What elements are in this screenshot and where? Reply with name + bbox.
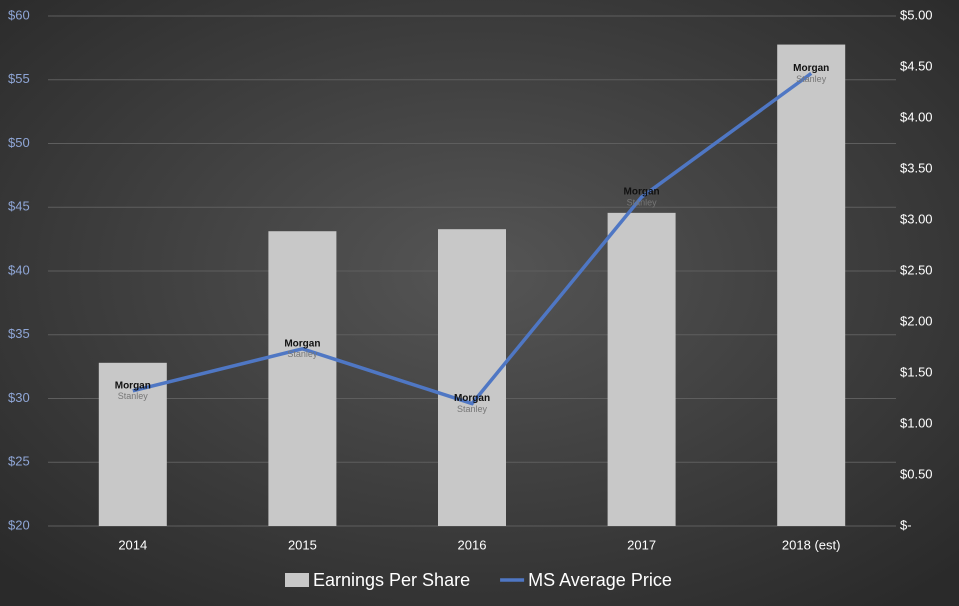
y2-tick-label: $2.50 bbox=[900, 262, 933, 277]
marker-label: Morgan bbox=[454, 393, 490, 404]
bar bbox=[438, 229, 506, 526]
legend-swatch bbox=[285, 573, 309, 587]
y2-tick-label: $4.50 bbox=[900, 58, 933, 73]
y2-tick-label: $0.50 bbox=[900, 466, 933, 481]
x-tick-label: 2014 bbox=[118, 537, 147, 552]
y2-tick-label: $2.00 bbox=[900, 313, 933, 328]
y2-tick-label: $4.00 bbox=[900, 109, 933, 124]
y-tick-label: $25 bbox=[8, 454, 30, 469]
y-tick-label: $60 bbox=[8, 7, 30, 22]
bar bbox=[268, 231, 337, 526]
y2-tick-label: $1.50 bbox=[900, 364, 933, 379]
y-tick-label: $35 bbox=[8, 326, 30, 341]
x-tick-label: 2018 (est) bbox=[782, 537, 841, 552]
x-tick-label: 2017 bbox=[627, 537, 656, 552]
y2-tick-label: $3.50 bbox=[900, 160, 933, 175]
marker-label: Stanley bbox=[457, 404, 488, 414]
marker-label: Stanley bbox=[627, 197, 658, 207]
y-tick-label: $40 bbox=[8, 262, 30, 277]
y2-tick-label: $3.00 bbox=[900, 211, 933, 226]
marker-label: Stanley bbox=[118, 391, 149, 401]
marker-label: Morgan bbox=[284, 338, 320, 349]
bar bbox=[777, 44, 846, 527]
y2-tick-label: $- bbox=[900, 517, 912, 532]
y-tick-label: $30 bbox=[8, 390, 30, 405]
y-tick-label: $20 bbox=[8, 517, 30, 532]
marker-label: Stanley bbox=[796, 74, 827, 84]
y-tick-label: $50 bbox=[8, 135, 30, 150]
x-tick-label: 2016 bbox=[458, 537, 487, 552]
line bbox=[132, 71, 813, 406]
marker-label: Morgan bbox=[793, 63, 829, 74]
marker-label: Stanley bbox=[287, 349, 318, 359]
y2-tick-label: $5.00 bbox=[900, 7, 933, 22]
legend-label: MS Average Price bbox=[528, 570, 672, 590]
bar bbox=[607, 212, 676, 527]
y2-tick-label: $1.00 bbox=[900, 415, 933, 430]
y-tick-label: $45 bbox=[8, 199, 30, 214]
marker-label: Morgan bbox=[115, 380, 151, 391]
x-tick-label: 2015 bbox=[288, 537, 317, 552]
marker-label: Morgan bbox=[624, 187, 660, 198]
y-tick-label: $55 bbox=[8, 71, 30, 86]
legend-label: Earnings Per Share bbox=[313, 570, 470, 590]
